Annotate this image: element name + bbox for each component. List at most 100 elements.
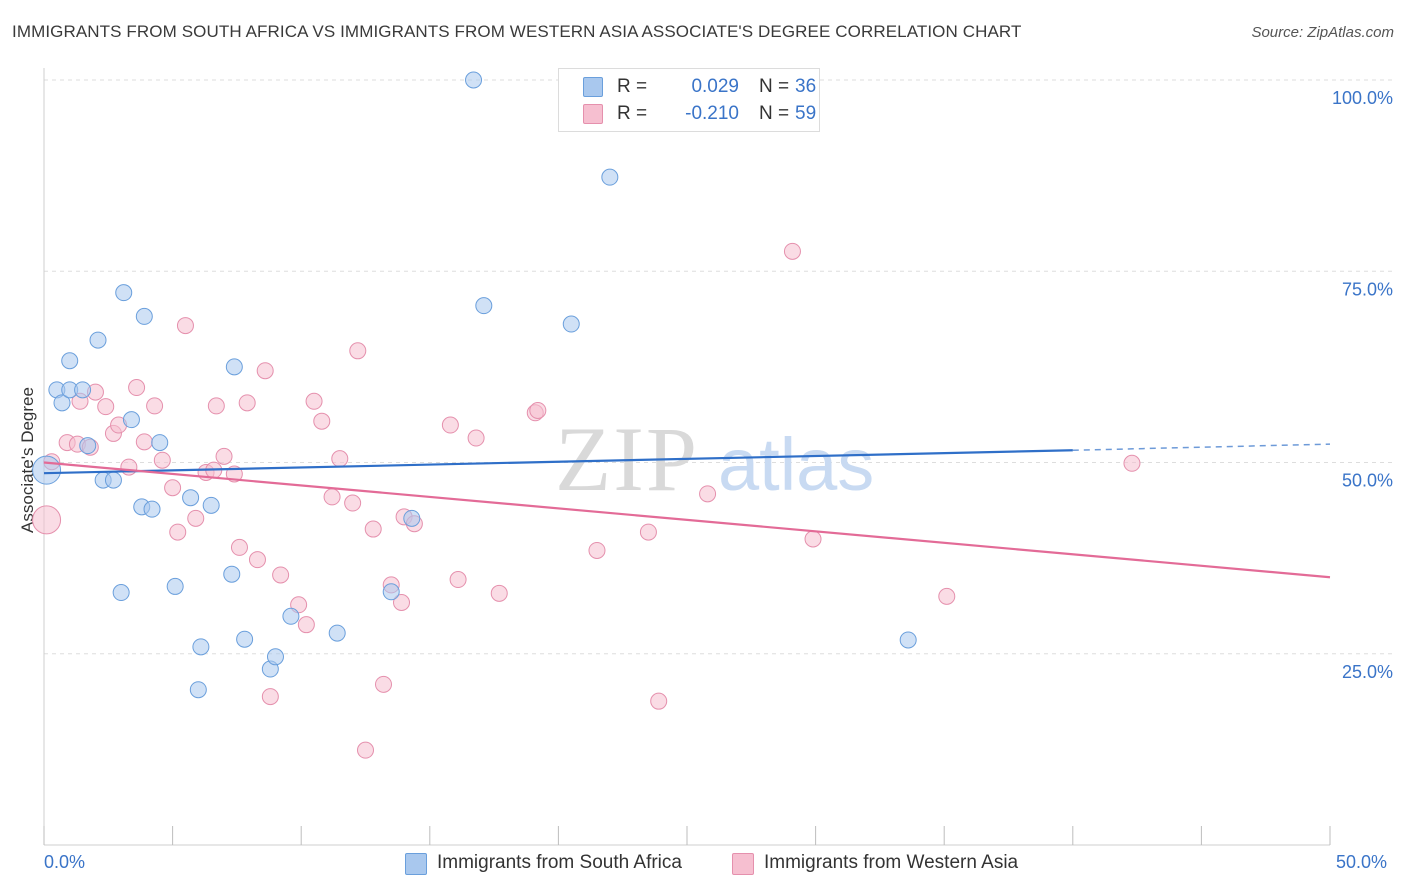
data-point [112,584,130,602]
data-point [151,434,169,452]
data-point [357,741,374,759]
data-point [364,520,382,538]
data-point [122,411,140,429]
trendlines [43,443,1331,579]
south-africa-points [32,71,917,699]
data-point [74,381,92,399]
data-point [261,688,279,706]
data-point [449,571,467,589]
data-point [164,479,182,497]
data-point [783,242,801,260]
blue-swatch [405,853,427,875]
data-point [699,485,717,503]
data-point [207,397,225,415]
data-point [588,541,606,559]
data-point [272,566,290,584]
trendline-south-africa-extension [1072,443,1331,452]
legend-label: Immigrants from South Africa [437,852,682,873]
data-point [601,168,619,186]
data-point [166,577,184,595]
data-point [238,394,256,412]
data-point [53,394,71,412]
data-point [562,315,580,333]
data-point [169,523,187,541]
source-credit: Source: ZipAtlas.com [1251,24,1394,41]
data-point [403,509,421,527]
pink-swatch [732,853,754,875]
data-point [529,401,547,419]
trendline-south-africa [43,449,1073,475]
data-point [230,538,248,556]
n-label: N = [759,103,790,124]
data-point [475,297,493,315]
watermark-atlas: atlas [718,423,874,506]
y-tick-label: 75.0% [1342,279,1393,299]
data-point [176,317,194,335]
n-value: 59 [795,103,817,124]
data-point [182,489,200,507]
legend-label: Immigrants from Western Asia [764,852,1019,873]
data-point [639,523,657,541]
data-point [215,447,233,465]
data-point [297,616,315,634]
data-point [467,429,485,447]
x-axis-min-label: 0.0% [44,852,86,872]
data-point [61,352,79,370]
data-point [313,412,331,430]
data-point [1123,454,1141,472]
y-tick-label: 100.0% [1332,88,1393,108]
data-point [79,437,97,455]
data-point [192,638,210,656]
data-point [120,458,138,476]
y-tick-label: 25.0% [1342,662,1393,682]
data-point [344,494,362,512]
pink-swatch [583,104,603,124]
data-point [202,496,220,514]
data-point [331,450,349,468]
data-point [143,500,161,518]
data-point [128,379,146,397]
data-point [256,362,274,380]
data-point [938,587,956,605]
data-point [187,509,205,527]
data-point [441,416,459,434]
r-label: R = [617,103,648,124]
data-point [248,551,266,569]
data-point [650,692,668,710]
data-point [225,358,243,376]
data-point [236,630,254,648]
data-point [189,681,207,699]
data-point [899,631,917,649]
data-point [282,607,300,625]
blue-swatch [583,77,603,97]
data-point [328,624,346,642]
data-point [89,331,107,349]
data-point [266,648,284,666]
gridlines [44,79,1392,655]
western-asia-points [32,242,1141,759]
data-point [349,342,367,360]
data-point [223,565,241,583]
data-point [104,471,122,489]
data-point [97,398,115,416]
data-point [375,675,393,693]
trendline-western-asia [43,461,1331,579]
data-point [135,307,153,325]
data-point [465,71,483,89]
data-point [153,451,171,469]
n-value: 36 [795,76,817,97]
y-tick-labels: 25.0% 50.0% 75.0% 100.0% [1332,88,1393,682]
x-axis-max-label: 50.0% [1336,852,1388,872]
data-point [305,392,323,410]
n-label: N = [759,76,790,97]
data-point [382,583,400,601]
correlation-legend: R = 0.029 N = 36 R = -0.210 N = 59 [558,68,820,132]
data-point [804,530,822,548]
y-tick-label: 50.0% [1342,471,1393,491]
data-point [393,593,411,611]
data-point [32,505,62,535]
chart-title: IMMIGRANTS FROM SOUTH AFRICA VS IMMIGRAN… [12,22,1022,41]
data-point [115,284,133,302]
data-point [490,584,508,602]
